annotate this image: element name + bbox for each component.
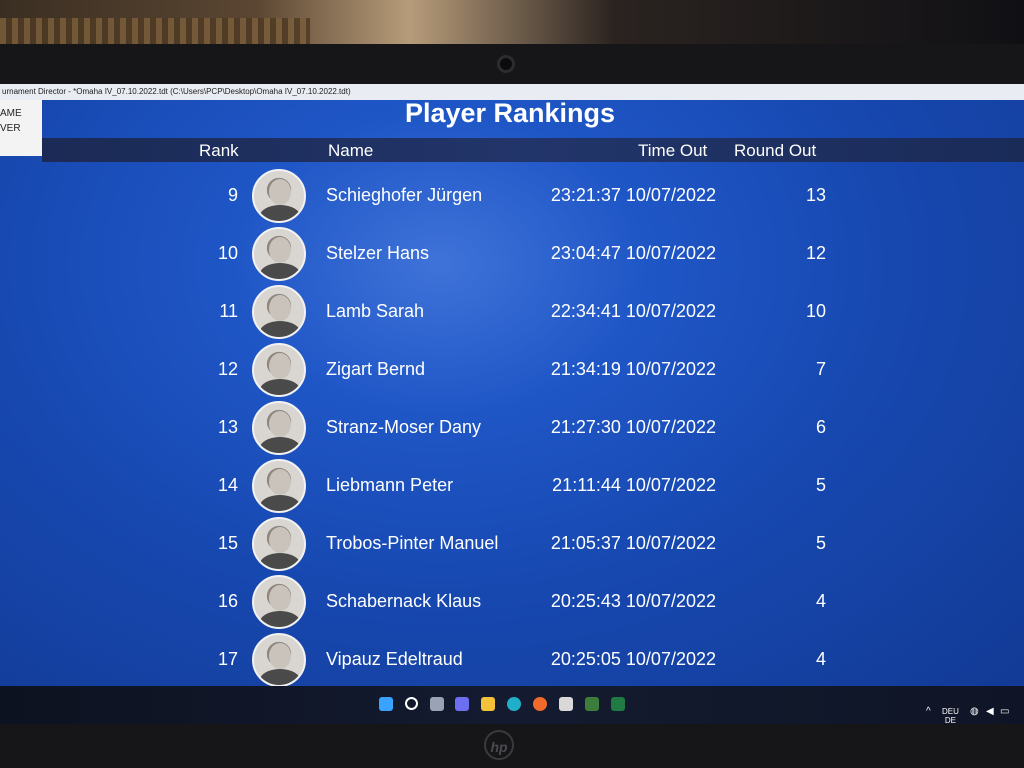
name-cell: Trobos-Pinter Manuel [326,533,499,553]
player-photo [252,517,306,571]
tournament-director-icon[interactable] [585,697,599,711]
name-cell: Stelzer Hans [326,243,430,263]
time-out-cell: 21:34:19 10/07/2022 [550,359,716,379]
table-row: 11 Lamb Sarah 22:34:41 10/07/2022 10 [0,282,1024,340]
table-row: 16 Schabernack Klaus 20:25:43 10/07/2022… [0,572,1024,630]
chat-icon[interactable] [455,697,469,711]
time-out-cell: 23:04:47 10/07/2022 [550,243,716,263]
rankings-table: 9 Schieghofer Jürgen 23:21:37 10/07/2022… [0,166,1024,692]
time-out-cell: 22:34:41 10/07/2022 [550,301,716,321]
side-menu-item[interactable]: AME [0,108,22,119]
time-out-cell: 21:05:37 10/07/2022 [550,533,716,553]
app-icon[interactable] [559,697,573,711]
player-photo [252,459,306,513]
player-photo [252,169,306,223]
name-cell: Zigart Bernd [326,359,426,379]
round-out-cell: 4 [815,591,826,611]
name-cell: Liebmann Peter [326,475,454,495]
table-row: 14 Liebmann Peter 21:11:44 10/07/2022 5 [0,456,1024,514]
time-out-cell: 20:25:05 10/07/2022 [550,649,716,669]
excel-icon[interactable] [611,697,625,711]
column-header-time-out: Time Out [638,141,708,160]
battery-icon[interactable]: ▭ [1000,706,1010,717]
player-photo [252,633,306,687]
webcam [497,55,515,73]
table-row: 9 Schieghofer Jürgen 23:21:37 10/07/2022… [0,166,1024,224]
rank-cell: 10 [217,243,238,263]
round-out-cell: 5 [815,533,826,553]
round-out-cell: 7 [815,359,826,379]
table-row: 10 Stelzer Hans 23:04:47 10/07/2022 12 [0,224,1024,282]
chevron-up-icon[interactable]: ^ [926,706,931,717]
laptop-screen: urnament Director - *Omaha IV_07.10.2022… [0,84,1024,692]
file-explorer-icon[interactable] [481,697,495,711]
side-menu-item[interactable]: VER [0,123,21,134]
column-header-round-out: Round Out [734,141,817,160]
rank-cell: 9 [227,185,238,205]
name-cell: Lamb Sarah [326,301,425,321]
player-photo [252,401,306,455]
window-titlebar: urnament Director - *Omaha IV_07.10.2022… [0,84,1024,100]
name-cell: Schabernack Klaus [326,591,482,611]
task-view-icon[interactable] [430,697,444,711]
table-row: 17 Vipauz Edeltraud 20:25:05 10/07/2022 … [0,630,1024,688]
name-cell: Schieghofer Jürgen [326,185,483,205]
search-icon[interactable] [405,697,418,710]
time-out-cell: 20:25:43 10/07/2022 [550,591,716,611]
player-photo [252,343,306,397]
round-out-cell: 13 [805,185,826,205]
round-out-cell: 5 [815,475,826,495]
round-out-cell: 4 [815,649,826,669]
table-row: 12 Zigart Bernd 21:34:19 10/07/2022 7 [0,340,1024,398]
firefox-icon[interactable] [533,697,547,711]
rank-cell: 12 [217,359,238,379]
player-photo [252,575,306,629]
time-out-cell: 21:11:44 10/07/2022 [552,475,716,495]
rank-cell: 14 [217,475,238,495]
round-out-cell: 10 [805,301,826,321]
column-header-name: Name [328,141,374,160]
language-indicator[interactable]: DEU DE [942,707,959,725]
round-out-cell: 12 [805,243,826,263]
column-header-rank: Rank [199,141,239,160]
edge-icon[interactable] [507,697,521,711]
volume-icon[interactable]: ◀ [986,706,994,717]
rank-cell: 17 [217,649,238,669]
background-shelf [0,18,310,48]
time-out-cell: 21:27:30 10/07/2022 [550,417,716,437]
table-row: 13 Stranz-Moser Dany 21:27:30 10/07/2022… [0,398,1024,456]
hp-logo: hp [484,730,514,760]
player-photo [252,227,306,281]
network-icon[interactable]: ◍ [970,706,979,717]
rank-cell: 13 [217,417,238,437]
rank-cell: 16 [217,591,238,611]
name-cell: Stranz-Moser Dany [326,417,482,437]
rank-cell: 15 [217,533,238,553]
table-header-bar [42,138,1024,162]
table-row: 15 Trobos-Pinter Manuel 21:05:37 10/07/2… [0,514,1024,572]
player-photo [252,285,306,339]
name-cell: Vipauz Edeltraud [326,649,463,669]
windows-start-icon[interactable] [379,697,393,711]
round-out-cell: 6 [815,417,826,437]
rank-cell: 11 [219,301,238,321]
page-title: Player Rankings [404,98,616,128]
time-out-cell: 23:21:37 10/07/2022 [550,185,716,205]
side-menu: AME VER [0,100,42,156]
